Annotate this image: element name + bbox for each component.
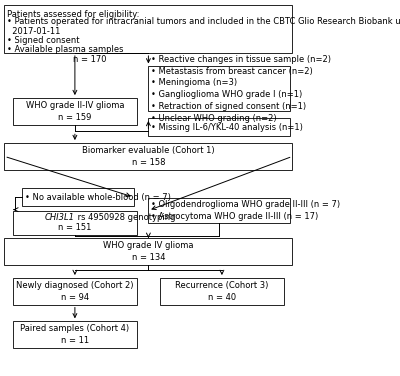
FancyBboxPatch shape [22, 188, 134, 206]
FancyBboxPatch shape [13, 278, 137, 305]
Text: rs 4950928 genotyping: rs 4950928 genotyping [75, 214, 175, 223]
Text: • Available plasma samples: • Available plasma samples [7, 45, 124, 55]
FancyBboxPatch shape [13, 321, 137, 348]
Text: • Oligodendroglioma WHO grade II-III (n = 7)
• Astrocytoma WHO grade II-III (n =: • Oligodendroglioma WHO grade II-III (n … [151, 200, 340, 221]
Text: n = 170: n = 170 [73, 55, 106, 64]
Text: Paired samples (Cohort 4)
n = 11: Paired samples (Cohort 4) n = 11 [20, 324, 130, 345]
FancyBboxPatch shape [13, 98, 137, 125]
Text: Patients assessed for eligibility:: Patients assessed for eligibility: [7, 10, 140, 19]
FancyBboxPatch shape [4, 5, 292, 53]
FancyBboxPatch shape [148, 67, 290, 111]
Text: n = 151: n = 151 [58, 223, 92, 232]
Text: • Missing IL-6/YKL-40 analysis (n=1): • Missing IL-6/YKL-40 analysis (n=1) [151, 123, 303, 132]
Text: WHO grade IV glioma
n = 134: WHO grade IV glioma n = 134 [103, 241, 194, 262]
FancyBboxPatch shape [148, 198, 290, 223]
Text: WHO grade II-IV glioma
n = 159: WHO grade II-IV glioma n = 159 [26, 101, 124, 122]
Text: • Patients operated for intracranial tumors and included in the CBTC Glio Resear: • Patients operated for intracranial tum… [7, 17, 400, 26]
FancyBboxPatch shape [4, 143, 292, 170]
Text: CHI3L1: CHI3L1 [45, 214, 75, 223]
Text: • Reactive changes in tissue sample (n=2)
• Metastasis from breast cancer (n=2)
: • Reactive changes in tissue sample (n=2… [151, 55, 331, 123]
FancyBboxPatch shape [4, 238, 292, 265]
FancyBboxPatch shape [160, 278, 284, 305]
Text: • Signed consent: • Signed consent [7, 36, 80, 45]
Text: Recurrence (Cohort 3)
n = 40: Recurrence (Cohort 3) n = 40 [175, 281, 268, 302]
Text: • No available whole-blood (n = 7): • No available whole-blood (n = 7) [25, 193, 171, 202]
Text: 2017-01-11: 2017-01-11 [7, 27, 61, 36]
Text: Newly diagnosed (Cohort 2)
n = 94: Newly diagnosed (Cohort 2) n = 94 [16, 281, 134, 302]
FancyBboxPatch shape [13, 211, 137, 235]
Text: Biomarker evaluable (Cohort 1)
n = 158: Biomarker evaluable (Cohort 1) n = 158 [82, 146, 215, 167]
FancyBboxPatch shape [148, 118, 290, 136]
